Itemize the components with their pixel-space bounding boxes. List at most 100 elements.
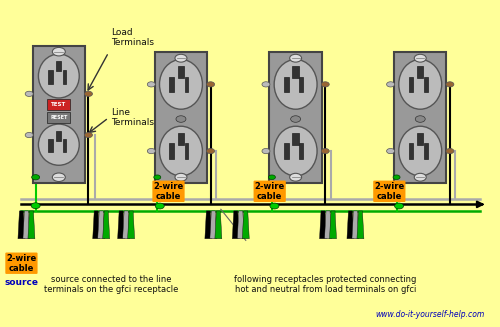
Text: following receptacles protected connecting
hot and neutral from load terminals o: following receptacles protected connecti… [234, 275, 416, 294]
Polygon shape [232, 211, 239, 239]
Circle shape [290, 116, 300, 122]
Circle shape [414, 173, 426, 181]
Circle shape [290, 54, 302, 62]
Ellipse shape [399, 126, 442, 176]
Circle shape [175, 54, 187, 62]
Polygon shape [18, 211, 25, 239]
Circle shape [394, 203, 404, 209]
Circle shape [32, 175, 40, 180]
Bar [184, 77, 188, 92]
Circle shape [25, 91, 33, 96]
Bar [170, 77, 174, 92]
Circle shape [154, 175, 161, 180]
Bar [417, 133, 424, 145]
Polygon shape [320, 211, 326, 239]
Bar [48, 70, 52, 83]
Circle shape [262, 148, 270, 154]
Polygon shape [324, 211, 332, 239]
Text: TEST: TEST [51, 102, 66, 107]
Circle shape [322, 148, 330, 154]
Bar [284, 77, 289, 92]
Polygon shape [205, 211, 212, 239]
Circle shape [148, 148, 156, 154]
Circle shape [84, 132, 92, 138]
Polygon shape [242, 211, 250, 239]
Ellipse shape [38, 54, 79, 98]
FancyBboxPatch shape [270, 52, 322, 183]
Bar [292, 133, 299, 145]
Ellipse shape [160, 60, 202, 109]
Text: source: source [4, 278, 38, 287]
Circle shape [270, 203, 279, 209]
Bar [56, 61, 62, 71]
Polygon shape [330, 211, 336, 239]
Bar [292, 66, 299, 78]
Text: www.do-it-yourself-help.com: www.do-it-yourself-help.com [376, 310, 485, 319]
FancyBboxPatch shape [155, 52, 207, 183]
Circle shape [175, 173, 187, 181]
Polygon shape [128, 211, 134, 239]
Circle shape [446, 148, 454, 154]
Circle shape [52, 47, 66, 56]
Bar [300, 143, 303, 159]
Circle shape [148, 82, 156, 87]
Circle shape [52, 173, 66, 181]
Bar [178, 133, 184, 145]
Circle shape [393, 175, 400, 180]
Ellipse shape [274, 60, 317, 109]
Circle shape [386, 148, 394, 154]
Text: 2-wire
cable: 2-wire cable [154, 181, 184, 201]
Circle shape [416, 116, 425, 122]
Circle shape [386, 82, 394, 87]
Circle shape [268, 175, 276, 180]
Bar [48, 139, 52, 151]
Bar [424, 77, 428, 92]
Polygon shape [122, 211, 130, 239]
Text: 2-wire
cable: 2-wire cable [374, 181, 404, 201]
Polygon shape [118, 211, 124, 239]
Circle shape [446, 82, 454, 87]
Bar [170, 143, 174, 159]
Polygon shape [357, 211, 364, 239]
Polygon shape [28, 211, 35, 239]
Bar [48, 99, 70, 110]
Circle shape [290, 173, 302, 181]
Circle shape [31, 203, 40, 209]
Bar [424, 143, 428, 159]
Text: Load
Terminals: Load Terminals [111, 28, 154, 47]
Bar [284, 143, 289, 159]
FancyBboxPatch shape [394, 52, 446, 183]
Ellipse shape [38, 124, 79, 165]
Polygon shape [102, 211, 110, 239]
Text: 2-wire
cable: 2-wire cable [6, 253, 36, 273]
FancyBboxPatch shape [32, 46, 85, 183]
Ellipse shape [160, 126, 202, 176]
Circle shape [414, 54, 426, 62]
Bar [63, 139, 66, 151]
Bar [408, 77, 414, 92]
Bar [178, 66, 184, 78]
Circle shape [322, 82, 330, 87]
Circle shape [25, 132, 33, 138]
Ellipse shape [274, 126, 317, 176]
Bar [417, 66, 424, 78]
Polygon shape [352, 211, 359, 239]
Polygon shape [238, 211, 244, 239]
Circle shape [176, 116, 186, 122]
Circle shape [206, 82, 214, 87]
Ellipse shape [399, 60, 442, 109]
Text: RESET: RESET [50, 115, 68, 120]
Bar [300, 77, 303, 92]
Bar [408, 143, 414, 159]
Polygon shape [347, 211, 354, 239]
Polygon shape [92, 211, 100, 239]
Text: source connected to the line
terminals on the gfci receptacle: source connected to the line terminals o… [44, 275, 178, 294]
Text: 2-wire
cable: 2-wire cable [254, 181, 285, 201]
Circle shape [156, 203, 164, 209]
Text: Line
Terminals: Line Terminals [111, 108, 154, 128]
Circle shape [206, 148, 214, 154]
Polygon shape [23, 211, 30, 239]
Bar [63, 70, 66, 83]
Bar [184, 143, 188, 159]
Bar [56, 131, 62, 141]
